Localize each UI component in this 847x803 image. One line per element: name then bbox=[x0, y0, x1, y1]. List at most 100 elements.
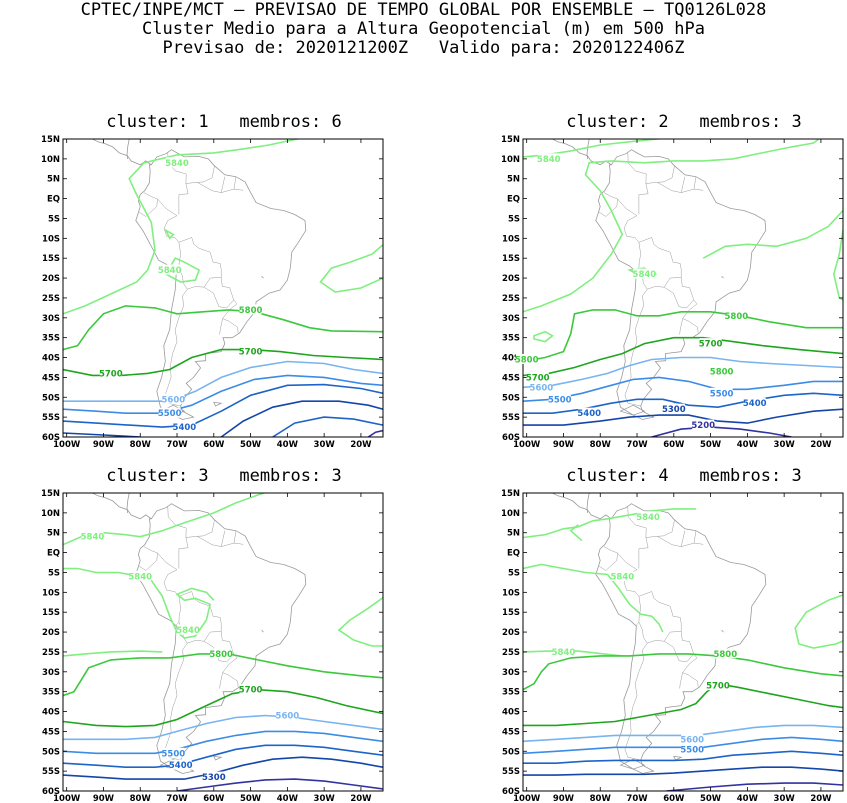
lon-label: 50W bbox=[240, 794, 262, 803]
contour-5300 bbox=[220, 400, 383, 437]
contour-label: 5700 bbox=[239, 348, 263, 358]
lon-label: 80W bbox=[590, 794, 612, 803]
country-border bbox=[197, 182, 244, 193]
contour-label: 5800 bbox=[239, 306, 263, 316]
contour-label-bg bbox=[714, 648, 737, 659]
lon-label: 90W bbox=[93, 794, 115, 803]
lon-label: 70W bbox=[626, 440, 648, 450]
contour-5200 bbox=[367, 429, 383, 437]
contour-label: 5400 bbox=[577, 409, 601, 419]
contour-label-bg bbox=[162, 747, 185, 758]
country-border bbox=[219, 672, 223, 689]
lat-label: 60S bbox=[42, 433, 60, 443]
lat-label: EQ bbox=[507, 549, 520, 559]
lon-label: 20W bbox=[350, 794, 372, 803]
country-border bbox=[233, 531, 237, 544]
contour-5840 bbox=[533, 330, 554, 343]
coastline-falklands bbox=[673, 755, 683, 761]
lat-label: 15N bbox=[41, 135, 60, 145]
contour-label: 5600 bbox=[680, 735, 704, 745]
contour-label: 5500 bbox=[710, 389, 734, 399]
lon-label: 50W bbox=[700, 794, 722, 803]
contour-label-bg bbox=[662, 403, 685, 414]
lat-label: 35S bbox=[42, 688, 60, 698]
contour-5700 bbox=[523, 682, 843, 727]
lon-label: 100W bbox=[53, 794, 81, 803]
lat-label: 30S bbox=[42, 314, 60, 324]
lat-label: 45S bbox=[502, 727, 520, 737]
coastline-caribbean bbox=[126, 139, 130, 159]
country-border bbox=[693, 531, 697, 544]
country-border bbox=[220, 176, 226, 193]
lat-label: 10N bbox=[41, 155, 60, 165]
country-border bbox=[178, 267, 234, 309]
map-panel-cluster-1: 15N 10N 5N EQ 5S 10S 15S 20S 25S 30S 35S 40S 45S 50S 5… bbox=[41, 135, 384, 450]
lon-label: 70W bbox=[166, 440, 188, 450]
contour-label-bg bbox=[725, 310, 748, 321]
lon-label: 70W bbox=[166, 794, 188, 803]
lon-label: 50W bbox=[240, 440, 262, 450]
lon-label: 100W bbox=[513, 794, 541, 803]
lon-label: 60W bbox=[663, 440, 685, 450]
contour-5840 bbox=[319, 243, 383, 293]
lat-label: 40S bbox=[42, 354, 60, 364]
contour-label: 5700 bbox=[706, 682, 730, 692]
lat-label: 10S bbox=[42, 234, 60, 244]
coastline-tierra-del-fuego bbox=[619, 404, 646, 416]
contour-label-bg bbox=[239, 304, 262, 315]
lat-label: 15S bbox=[502, 254, 520, 264]
lat-label: 10S bbox=[42, 588, 60, 598]
contour-5400 bbox=[523, 750, 843, 764]
contour-label: 5300 bbox=[662, 405, 686, 415]
contour-5800 bbox=[63, 305, 383, 351]
map-panel-cluster-3: 15N 10N 5N EQ 5S 10S 15S 20S 25S 30S 35S 40S 45S 50S 5… bbox=[41, 489, 384, 803]
lat-label: 15S bbox=[42, 254, 60, 264]
contour-5840 bbox=[569, 524, 583, 542]
lat-label: 45S bbox=[502, 373, 520, 383]
contour-label-bg bbox=[578, 407, 601, 418]
contour-5840 bbox=[523, 563, 664, 633]
contour-label-bg bbox=[173, 421, 196, 432]
contour-label-bg bbox=[681, 733, 704, 744]
contour-label-bg bbox=[537, 153, 560, 164]
coastline-south-america bbox=[135, 503, 307, 774]
contour-label-bg bbox=[706, 680, 729, 691]
header-line-1: CPTEC/INPE/MCT — PREVISAO DE TEMPO GLOBA… bbox=[80, 0, 767, 20]
country-border bbox=[220, 530, 226, 547]
lat-label: EQ bbox=[507, 195, 520, 205]
contour-label-bg bbox=[699, 338, 722, 349]
lat-label: 55S bbox=[502, 767, 520, 777]
lat-label: 10S bbox=[502, 588, 520, 598]
contour-label: 5600 bbox=[530, 383, 554, 393]
lon-label: 30W bbox=[314, 794, 336, 803]
contour-5500 bbox=[523, 376, 843, 402]
lat-label: 5N bbox=[507, 529, 520, 539]
contour-5500 bbox=[63, 374, 383, 414]
coastline-central-america bbox=[92, 493, 152, 520]
country-border bbox=[185, 519, 215, 538]
coastline-central-america bbox=[92, 139, 152, 166]
map-panel-cluster-4: 15N 10N 5N EQ 5S 10S 15S 20S 25S 30S 35S 40S 45S 50S 5… bbox=[501, 489, 844, 803]
lon-label: 100W bbox=[513, 440, 541, 450]
map-content bbox=[63, 493, 383, 791]
coastline-falklands bbox=[213, 755, 223, 761]
contour-5840 bbox=[611, 139, 821, 164]
contour-5300 bbox=[63, 432, 141, 437]
contour-label-bg bbox=[710, 387, 733, 398]
contour-label: 5500 bbox=[680, 745, 704, 755]
country-border bbox=[682, 299, 699, 333]
lat-label: 5N bbox=[47, 175, 60, 185]
contour-5300 bbox=[63, 756, 383, 780]
map-frame bbox=[62, 138, 384, 438]
lon-label: 30W bbox=[774, 794, 796, 803]
lat-label: 10N bbox=[501, 155, 520, 165]
lat-label: 55S bbox=[42, 413, 60, 423]
country-border bbox=[638, 591, 682, 632]
contour-label: 5840 bbox=[537, 155, 561, 165]
coastline-south-america bbox=[595, 503, 767, 774]
lon-label: 80W bbox=[130, 440, 152, 450]
country-border bbox=[598, 192, 618, 217]
coastline-caribbean bbox=[126, 493, 130, 513]
lat-label: 50S bbox=[42, 393, 60, 403]
contour-5400 bbox=[272, 416, 383, 437]
